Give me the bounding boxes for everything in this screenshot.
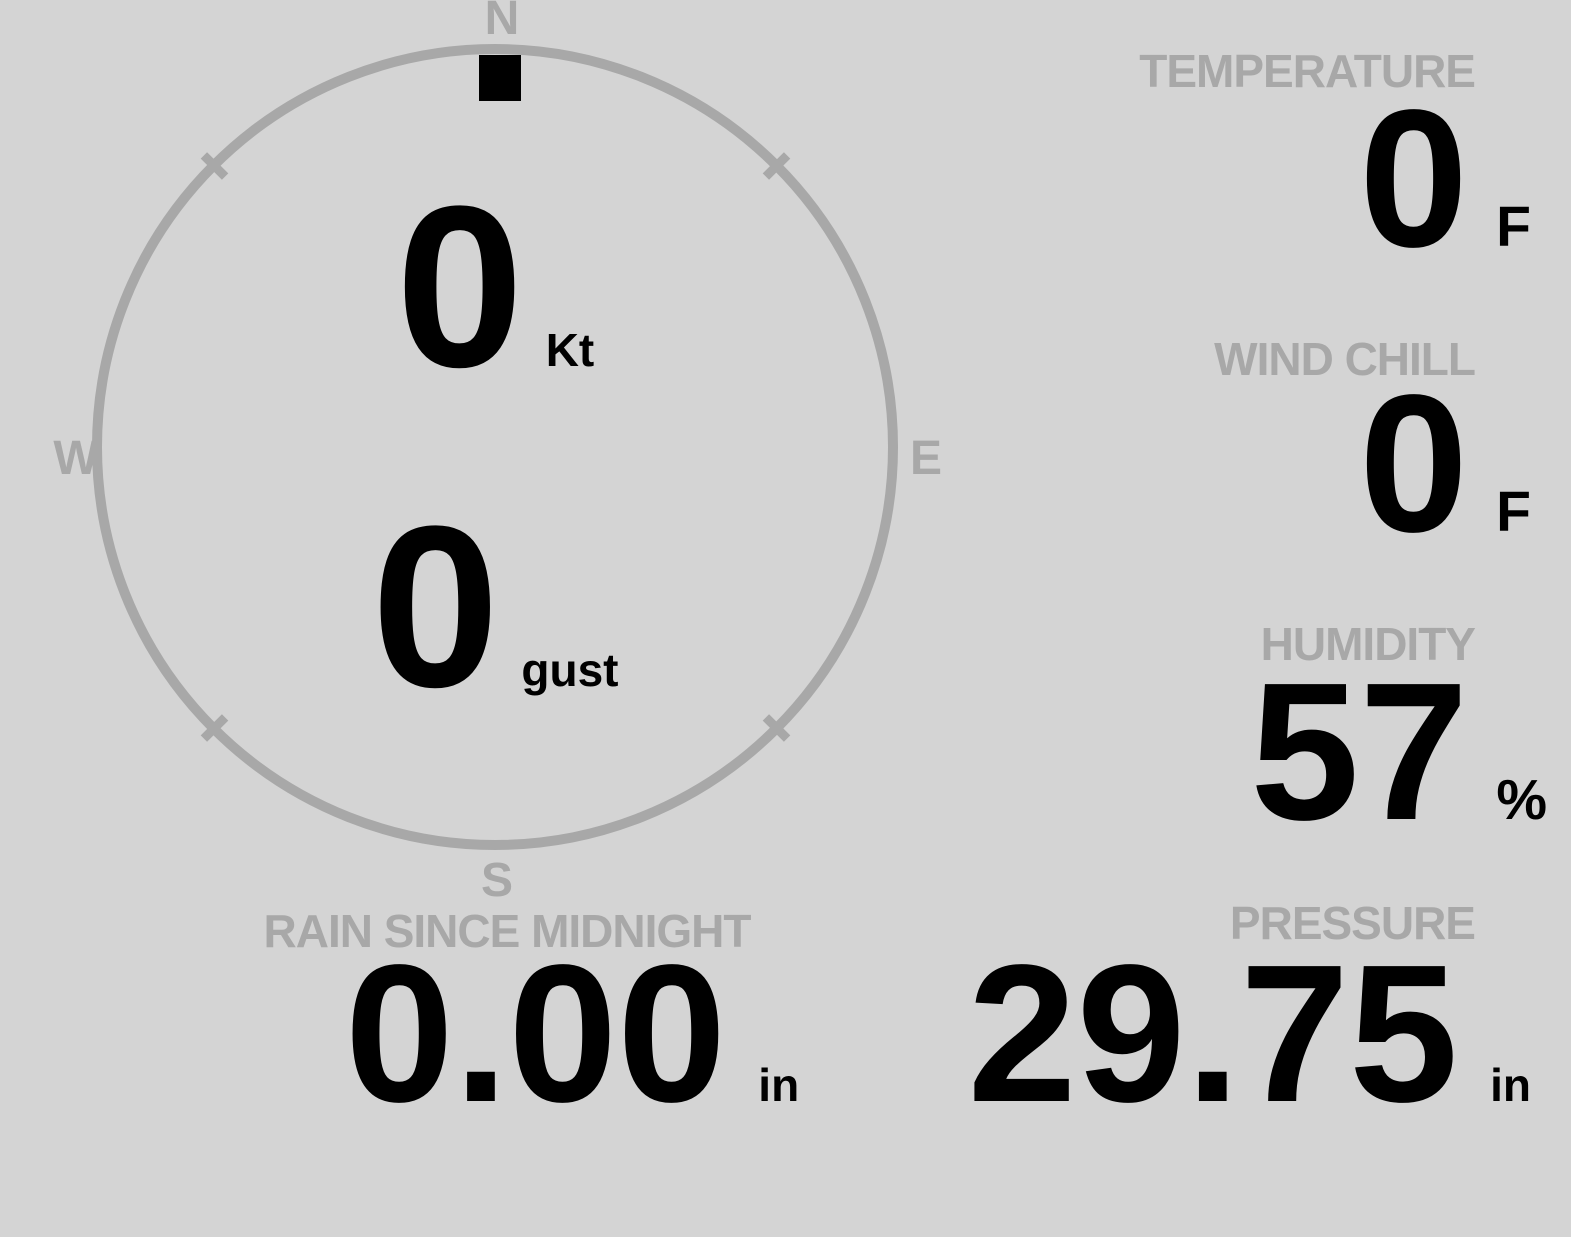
- wind-speed-unit: Kt: [545, 324, 595, 376]
- temperature-unit: F: [1496, 195, 1531, 259]
- rain-since-midnight-row: 0.00 in: [172, 936, 972, 1132]
- wind-gust-row: 0 gust: [92, 492, 898, 722]
- humidity-label: HUMIDITY: [1260, 618, 1476, 670]
- pressure-unit: in: [1490, 1059, 1531, 1111]
- wind-chill-row: 0 F: [1359, 366, 1531, 562]
- compass-label-east: E: [909, 432, 942, 485]
- compass-label-north: N: [484, 0, 520, 45]
- wind-direction-marker-icon: [479, 55, 521, 101]
- humidity-value: 57: [1250, 642, 1469, 861]
- wind-gust-value: 0: [371, 478, 500, 735]
- pressure-row: 29.75 in: [968, 936, 1531, 1132]
- compass-label-south: S: [480, 854, 513, 907]
- wind-chill-label: WIND CHILL: [1214, 333, 1476, 385]
- temperature-label: TEMPERATURE: [1139, 45, 1476, 97]
- rain-since-midnight-unit: in: [758, 1059, 800, 1111]
- wind-speed-row: 0 Kt: [92, 172, 898, 402]
- compass-label-west: W: [53, 432, 99, 485]
- temperature-row: 0 F: [1359, 81, 1531, 277]
- wind-chill-value: 0: [1359, 354, 1469, 573]
- rain-since-midnight-value: 0.00: [344, 924, 727, 1143]
- wind-chill-unit: F: [1496, 480, 1531, 544]
- pressure-value: 29.75: [967, 924, 1459, 1143]
- humidity-unit: %: [1496, 768, 1547, 832]
- pressure-label: PRESSURE: [1229, 897, 1476, 949]
- rain-since-midnight-label: RAIN SINCE MIDNIGHT: [263, 905, 752, 957]
- compass-ring: [92, 44, 898, 850]
- temperature-value: 0: [1359, 69, 1469, 288]
- humidity-row: 57 %: [1250, 654, 1547, 850]
- wind-speed-value: 0: [395, 158, 524, 415]
- wind-gust-unit: gust: [521, 644, 619, 696]
